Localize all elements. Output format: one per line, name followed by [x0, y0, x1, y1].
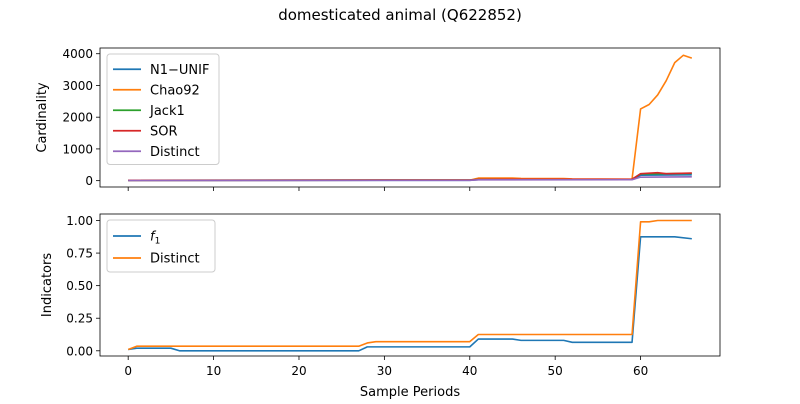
legend-label: N1−UNIF [150, 63, 209, 78]
y-axis-label: Cardinality [35, 82, 50, 153]
figure-title: domesticated animal (Q622852) [278, 6, 522, 24]
x-tick-label: 30 [377, 364, 392, 378]
x-tick-label: 60 [633, 364, 648, 378]
x-tick-label: 40 [462, 364, 477, 378]
y-tick-label: 0.75 [66, 247, 93, 261]
x-tick-label: 0 [124, 364, 132, 378]
legend-label: SOR [150, 124, 178, 139]
x-tick-label: 20 [291, 364, 306, 378]
legend-label: Jack1 [149, 104, 185, 119]
legend-label: Distinct [150, 252, 200, 267]
series-line-1 [127, 219, 692, 351]
y-tick-label: 1.00 [66, 214, 93, 228]
legend-label: Distinct [150, 145, 200, 160]
series-line-4 [128, 176, 692, 182]
x-tick-label: 10 [206, 364, 221, 378]
y-tick-label: 0 [85, 174, 93, 188]
legend: f1 Distinct [106, 219, 216, 273]
x-axis-label: Sample Periods [360, 385, 460, 400]
legend-box [106, 53, 220, 165]
indicators-panel: 0 10 20 30 40 50 60 0.00 0.25 0.50 0.75 1.00 Indicat… [40, 213, 721, 400]
y-axis-label: Indicators [40, 253, 55, 317]
y-tick-label: 0.50 [66, 279, 93, 293]
cardinality-panel: 0 1000 2000 3000 4000 Cardinality N1−UNIF Chao9… [35, 47, 721, 191]
legend-label: f1 [150, 230, 160, 247]
y-tick-label: 3000 [62, 79, 93, 93]
y-tick-label: 0.00 [66, 344, 93, 358]
legend-box [106, 219, 216, 273]
y-tick-label: 2000 [62, 111, 93, 125]
axes-frame [99, 213, 721, 357]
series-line-0 [128, 236, 692, 352]
y-tick-label: 1000 [62, 142, 93, 156]
legend: N1−UNIF Chao92 Jack1 SOR Distinct [106, 53, 220, 165]
y-tick-label: 4000 [62, 47, 93, 61]
legend-label: Chao92 [150, 83, 200, 98]
y-tick-label: 0.25 [66, 312, 93, 326]
x-tick-label: 50 [548, 364, 563, 378]
